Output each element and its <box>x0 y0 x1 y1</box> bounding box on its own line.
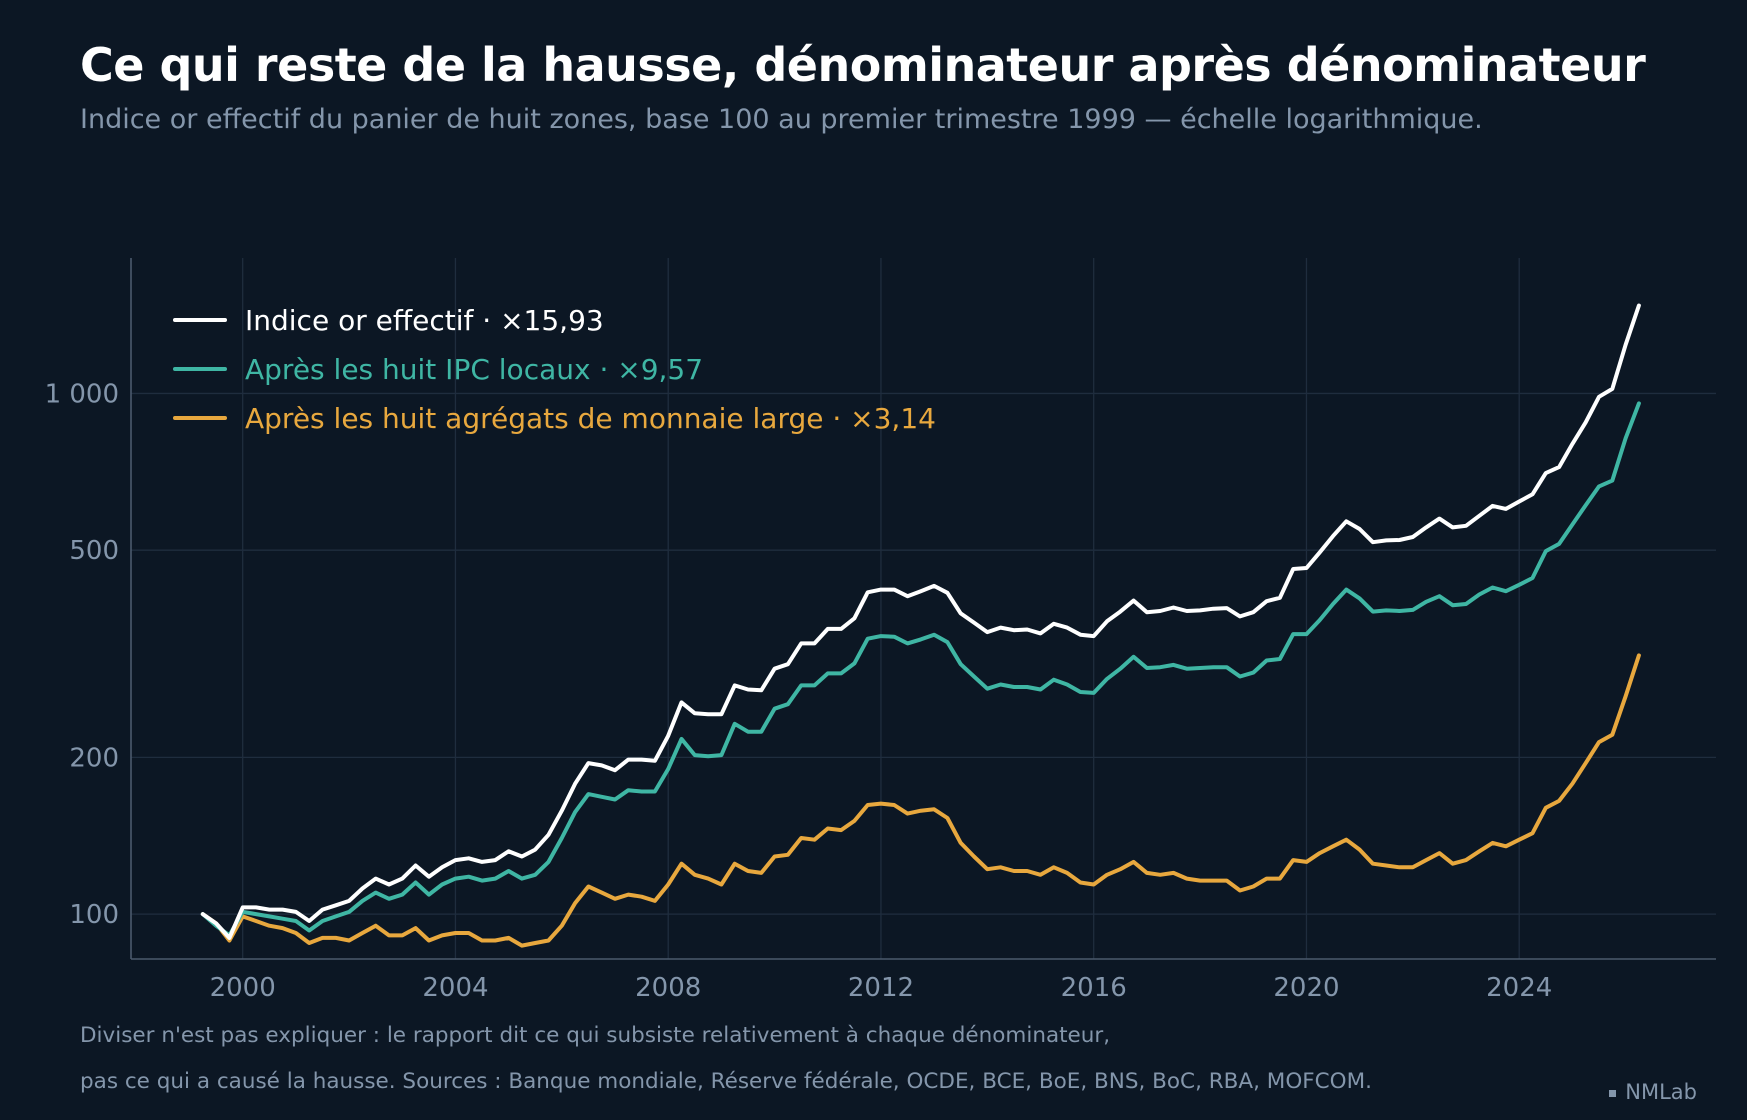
x-tick-label: 2020 <box>1273 973 1339 1003</box>
brand-mark: NMLab <box>1609 1080 1697 1104</box>
y-tick-label: 1 000 <box>45 379 119 409</box>
y-tick-label: 200 <box>69 743 119 773</box>
legend-entry: Après les huit agrégats de monnaie large… <box>245 402 936 435</box>
legend-entry: Après les huit IPC locaux · ×9,57 <box>245 353 703 386</box>
chart-subtitle: Indice or effectif du panier de huit zon… <box>80 104 1483 135</box>
y-tick-label: 500 <box>69 536 119 566</box>
brand-label: NMLab <box>1625 1080 1697 1104</box>
legend-entry: Indice or effectif · ×15,93 <box>245 304 604 337</box>
footnote-line-2: pas ce qui a causé la hausse. Sources : … <box>80 1069 1372 1094</box>
x-tick-label: 2008 <box>635 973 701 1003</box>
x-tick-label: 2012 <box>848 973 914 1003</box>
x-tick-label: 2000 <box>210 973 276 1003</box>
legend: Indice or effectif · ×15,93 Après les hui… <box>173 304 936 435</box>
axis-layer: 2000 2004 2008 2012 2016 2020 2024 100 200 500 1 0… <box>45 258 1716 1003</box>
chart-title: Ce qui reste de la hausse, dénominateur … <box>80 38 1646 92</box>
grid-layer <box>131 258 1716 959</box>
x-tick-label: 2024 <box>1486 973 1552 1003</box>
series-line-1 <box>200 303 1641 940</box>
series-line-3 <box>200 653 1641 948</box>
footnote-line-1: Diviser n'est pas expliquer : le rapport… <box>80 1023 1111 1048</box>
x-tick-label: 2016 <box>1061 973 1127 1003</box>
y-tick-label: 100 <box>69 900 119 930</box>
brand-square-icon <box>1609 1089 1617 1097</box>
series-line-2 <box>200 401 1641 938</box>
series-layer <box>200 303 1641 948</box>
x-tick-label: 2004 <box>422 973 488 1003</box>
